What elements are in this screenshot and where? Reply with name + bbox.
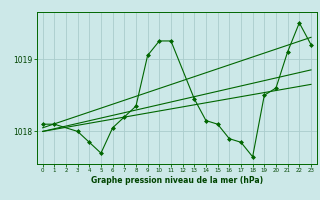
X-axis label: Graphe pression niveau de la mer (hPa): Graphe pression niveau de la mer (hPa) [91,176,263,185]
